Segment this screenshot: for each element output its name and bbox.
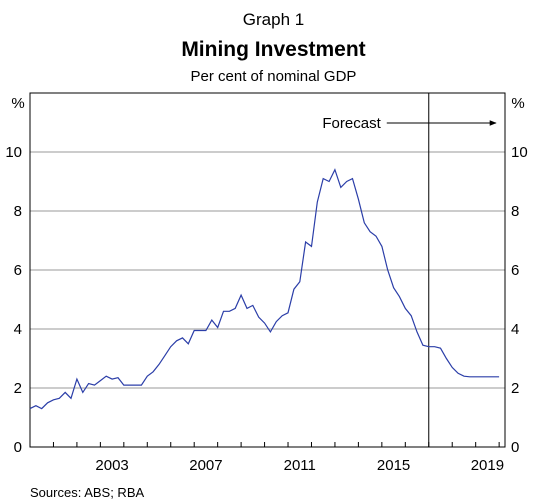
- series-line: [29, 168, 500, 410]
- left-y-tick-label: 0: [14, 439, 22, 456]
- right-y-tick-label: 6: [511, 262, 519, 279]
- right-y-tick-label: 8: [511, 203, 519, 220]
- chart-title: Mining Investment: [181, 38, 366, 61]
- right-y-tick-label: 0: [511, 439, 519, 456]
- plot-frame: [29, 92, 506, 448]
- graph-number: Graph 1: [242, 10, 305, 29]
- gridlines: [30, 151, 505, 389]
- right-y-tick-label: 10: [511, 144, 528, 161]
- x-tick-label: 2007: [189, 457, 222, 474]
- forecast-label: Forecast: [322, 115, 381, 132]
- x-tick-label: 2019: [471, 457, 504, 474]
- right-y-axis: 0 2 4 6 8 10: [511, 144, 528, 456]
- chart-subtitle: Per cent of nominal GDP: [190, 68, 357, 85]
- left-y-tick-label: 6: [14, 262, 22, 279]
- right-y-tick-label: 2: [511, 380, 519, 397]
- left-y-tick-label: 4: [14, 321, 22, 338]
- sources-note: Sources: ABS; RBA: [30, 485, 145, 500]
- x-tick-label: 2015: [377, 457, 410, 474]
- left-y-axis: 0 2 4 6 8 10: [5, 144, 22, 456]
- left-y-tick-label: 8: [14, 203, 22, 220]
- right-y-unit: %: [511, 95, 524, 112]
- x-axis-labels: 2003 2007 2011 2015 2019: [95, 457, 504, 474]
- left-y-tick-label: 2: [14, 380, 22, 397]
- x-tick-label: 2003: [95, 457, 128, 474]
- left-y-unit: %: [11, 95, 24, 112]
- right-y-tick-label: 4: [511, 321, 519, 338]
- x-tick-label: 2011: [284, 457, 316, 474]
- left-y-tick-label: 10: [5, 144, 22, 161]
